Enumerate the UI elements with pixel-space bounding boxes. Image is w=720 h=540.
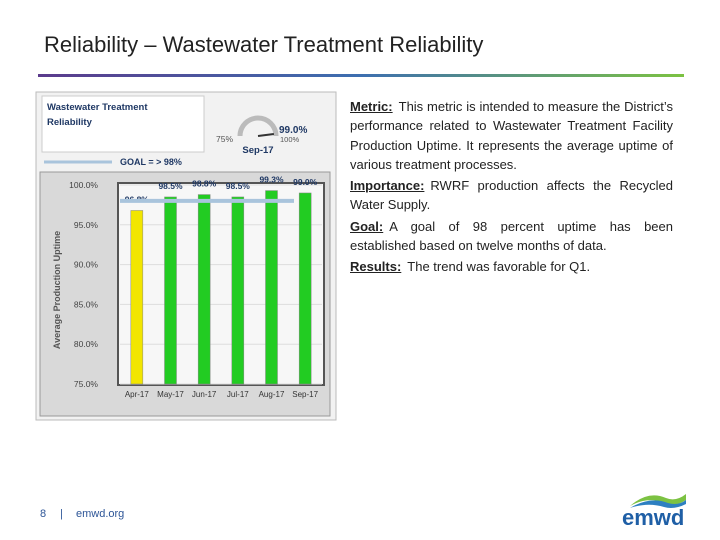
- value-label: 99.3%: [259, 175, 284, 185]
- text-block: Metric: This metric is intended to measur…: [350, 97, 673, 279]
- separator: |: [60, 508, 63, 520]
- gauge-min: 75%: [216, 134, 233, 144]
- legend-label: GOAL = > 98%: [120, 157, 182, 167]
- value-label: 99.0%: [293, 177, 318, 187]
- site: emwd.org: [76, 508, 125, 520]
- x-tick-label: Aug-17: [259, 390, 285, 399]
- y-tick-label: 85.0%: [74, 299, 99, 309]
- paragraph-body: The trend was favorable for Q1.: [407, 259, 591, 275]
- bar: [265, 190, 278, 385]
- logo: emwd: [622, 505, 685, 530]
- bar: [164, 196, 177, 385]
- value-label: 98.5%: [158, 181, 183, 191]
- y-tick-label: 75.0%: [74, 379, 99, 389]
- y-tick-label: 90.0%: [74, 260, 99, 270]
- gauge-max: 100%: [280, 135, 300, 144]
- bar: [298, 192, 312, 385]
- logo-waves: [630, 494, 686, 508]
- paragraph: Results: The trend was favorable for Q1.: [350, 257, 673, 276]
- value-label: 98.5%: [226, 181, 251, 191]
- x-tick-label: Sep-17: [292, 390, 318, 399]
- y-tick-label: 80.0%: [74, 339, 99, 349]
- y-tick-label: 100.0%: [69, 180, 98, 190]
- gauge-period: Sep-17: [242, 145, 273, 156]
- bar: [231, 196, 245, 385]
- slide-title: Reliability – Wastewater Treatment Relia…: [44, 32, 484, 57]
- y-axis-label: Average Production Uptime: [52, 231, 62, 349]
- gauge-arc: [237, 115, 279, 137]
- chart: 75.0% 80.0% 85.0% 90.0% 95.0% 100.0% Average P…: [35, 91, 337, 421]
- paragraph: Goal: A goal of 98 percent uptime has bee…: [350, 217, 673, 256]
- paragraph-body: This metric is intended to measure the D…: [350, 99, 673, 172]
- paragraph: Importance: RWRF production affects the R…: [350, 176, 673, 215]
- paragraph-label: Goal:: [350, 218, 384, 234]
- x-tick-label: Jun-17: [192, 390, 217, 399]
- x-tick-label: May-17: [157, 390, 184, 399]
- x-tick-label: Apr-17: [125, 390, 150, 399]
- page-number: 8: [40, 508, 47, 520]
- paragraph-label: Results:: [350, 259, 402, 275]
- paragraph-label: Metric:: [350, 99, 393, 114]
- gauge-value: 99.0%: [279, 125, 307, 136]
- bar: [130, 210, 144, 385]
- plot-area: [117, 182, 325, 386]
- gauge-needle: [257, 133, 274, 137]
- value-label: 98.8%: [192, 179, 217, 189]
- y-tick-label: 95.0%: [74, 220, 99, 230]
- header-box: [41, 95, 205, 153]
- paragraph-body: A goal of 98 percent uptime has been est…: [350, 218, 673, 254]
- bar: [197, 194, 211, 385]
- paragraph: Metric: This metric is intended to measur…: [350, 97, 673, 174]
- title-rule: [38, 74, 684, 77]
- paragraph-body: RWRF production affects the Recycled Wat…: [350, 178, 673, 213]
- paragraph-label: Importance:: [350, 178, 425, 194]
- chart-title: Wastewater Treatment Reliability: [47, 102, 148, 128]
- x-tick-label: Jul-17: [227, 390, 249, 399]
